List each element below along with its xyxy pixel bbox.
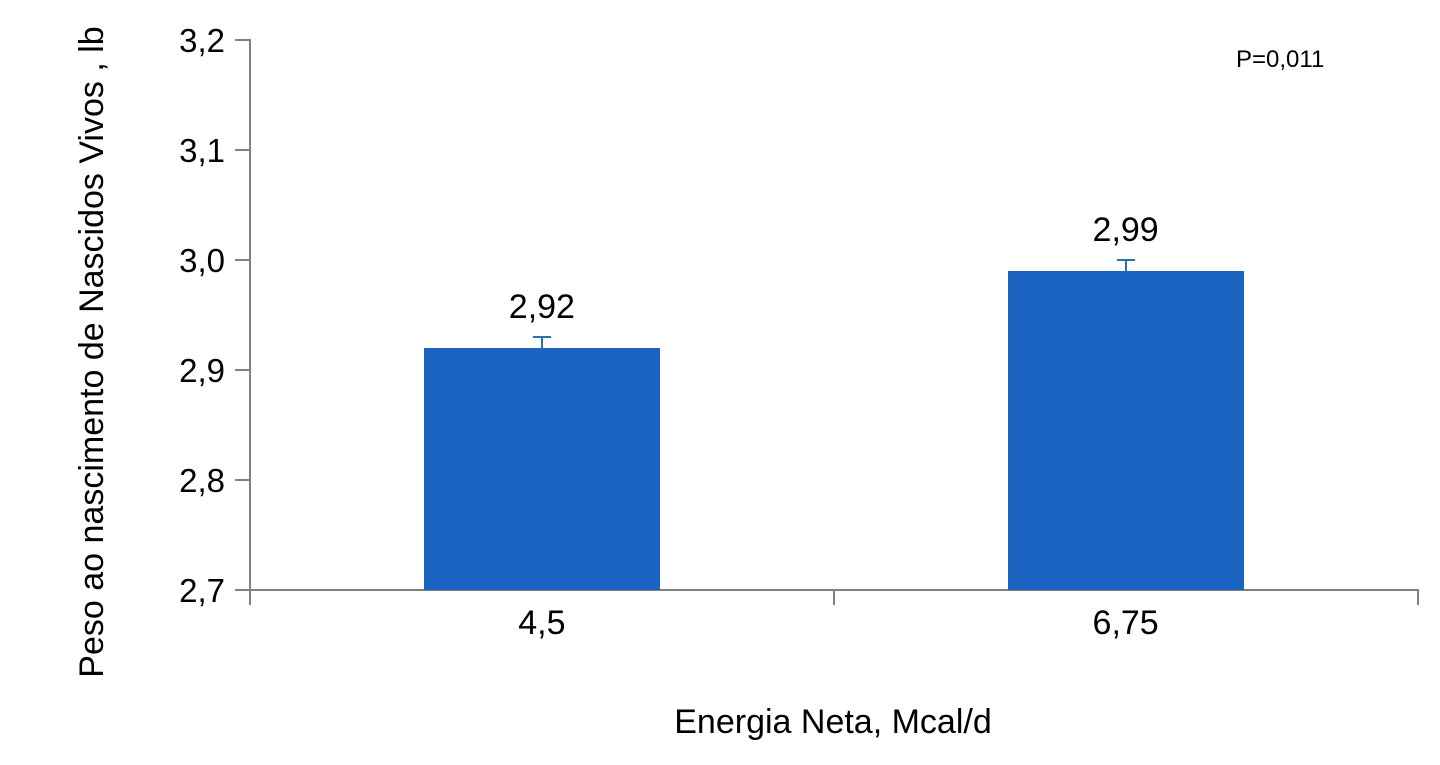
x-category-label: 4,5 — [518, 604, 566, 642]
y-tick-label: 3,0 — [179, 242, 225, 279]
y-axis-title: Peso ao nascimento de Nascidos Vivos , l… — [73, 26, 111, 678]
y-tick-label: 2,8 — [179, 462, 225, 499]
y-tick-label: 3,2 — [179, 22, 225, 59]
p-value-annotation: P=0,011 — [1236, 46, 1325, 73]
y-tick-mark — [235, 479, 250, 481]
error-bar-cap — [1116, 259, 1135, 261]
x-tick-mark — [832, 589, 835, 605]
bar — [1007, 271, 1244, 590]
y-tick-mark — [235, 589, 250, 591]
x-tick-mark — [1416, 589, 1419, 605]
y-tick-mark — [235, 369, 250, 371]
y-tick-label: 3,1 — [179, 132, 225, 169]
bar-value-label: 2,99 — [1092, 211, 1159, 249]
bar-value-label: 2,92 — [508, 288, 575, 326]
y-tick-label: 2,7 — [179, 572, 225, 609]
x-category-label: 6,75 — [1092, 604, 1159, 642]
y-tick-mark — [235, 259, 250, 261]
bar — [423, 348, 660, 590]
error-bar-stem — [540, 337, 543, 350]
y-tick-mark — [235, 149, 250, 151]
x-axis-title: Energia Neta, Mcal/d — [674, 703, 992, 741]
error-bar-stem — [1124, 260, 1127, 273]
y-axis-line — [249, 39, 251, 605]
y-tick-mark — [235, 39, 250, 41]
error-bar-cap — [532, 336, 551, 338]
y-tick-label: 2,9 — [179, 352, 225, 389]
